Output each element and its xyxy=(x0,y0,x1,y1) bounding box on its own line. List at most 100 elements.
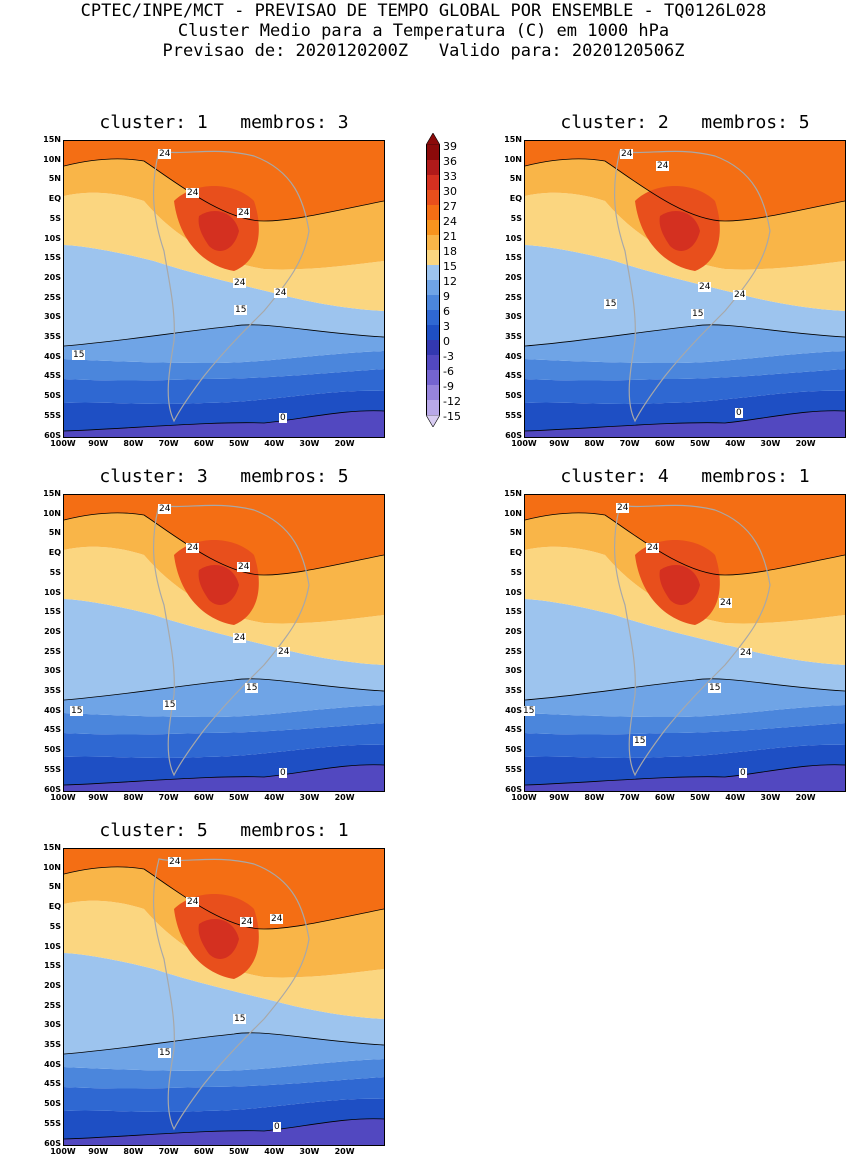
latitude-tick-label: 20S xyxy=(505,626,522,636)
contour-label: 24 xyxy=(186,897,200,907)
longitude-tick-label: 50W xyxy=(690,793,710,802)
panel-title-2: cluster: 2 membros: 5 xyxy=(560,112,810,133)
latitude-tick-label: 45S xyxy=(44,725,61,735)
temperature-band xyxy=(525,764,845,791)
latitude-tick-label: 15N xyxy=(43,135,61,144)
longitude-tick-label: 80W xyxy=(584,793,605,802)
longitude-tick-label: 60W xyxy=(654,793,675,802)
temperature-band xyxy=(525,390,845,431)
longitude-tick-label: 20W xyxy=(795,793,816,802)
contour-label: 24 xyxy=(237,208,251,218)
coastline xyxy=(152,504,310,777)
latitude-tick-label: 40S xyxy=(44,351,61,361)
longitude-tick-label: 80W xyxy=(123,1147,144,1156)
panel-title-3: cluster: 3 membros: 5 xyxy=(99,466,349,487)
longitude-tick-label: 40W xyxy=(264,439,285,448)
latitude-tick-label: 35S xyxy=(44,686,61,695)
temperature-map-2 xyxy=(524,140,846,438)
temperature-band xyxy=(64,245,384,346)
colorbar-level-label: 27 xyxy=(443,200,457,213)
longitude-tick-label: 20W xyxy=(334,793,355,802)
latitude-tick-label: 35S xyxy=(505,686,522,695)
colorbar-level-label: 33 xyxy=(443,170,457,183)
colorbar-segment xyxy=(426,175,440,190)
temperature-band xyxy=(198,211,239,251)
contour-label: 0 xyxy=(739,768,747,778)
latitude-tick-label: 25S xyxy=(44,646,61,656)
colorbar-level-label: -9 xyxy=(443,380,454,393)
contour-line xyxy=(525,764,845,786)
latitude-tick-label: 25S xyxy=(44,1000,61,1010)
contour-line xyxy=(525,512,845,576)
latitude-tick-label: 5S xyxy=(49,567,61,577)
longitude-tick-label: 100W xyxy=(511,439,537,448)
latitude-tick-label: 5N xyxy=(48,174,61,184)
temperature-band xyxy=(64,1077,384,1112)
latitude-tick-label: 30S xyxy=(44,1020,61,1030)
latitude-tick-label: 5S xyxy=(510,567,522,577)
latitude-tick-label: EQ xyxy=(509,194,522,204)
longitude-tick-label: 90W xyxy=(549,793,570,802)
contour-label: 24 xyxy=(240,917,254,927)
longitude-tick-label: 80W xyxy=(584,439,605,448)
coastline xyxy=(613,504,771,777)
latitude-tick-label: 50S xyxy=(44,745,61,755)
contour-label: 24 xyxy=(158,504,172,514)
latitude-tick-label: EQ xyxy=(48,902,61,912)
temperature-band xyxy=(64,390,384,431)
temperature-band xyxy=(64,900,384,1019)
colorbar-segment xyxy=(426,280,440,295)
contour-label: 15 xyxy=(604,299,618,309)
longitude-tick-label: 60W xyxy=(193,793,214,802)
latitude-tick-label: 5S xyxy=(510,213,522,223)
longitude-tick-label: 100W xyxy=(511,793,537,802)
colorbar-level-label: 12 xyxy=(443,275,457,288)
contour-label: 24 xyxy=(270,914,284,924)
longitude-tick-label: 40W xyxy=(264,793,285,802)
colorbar-segment xyxy=(426,220,440,235)
temperature-band xyxy=(525,546,845,665)
latitude-tick-label: 50S xyxy=(505,745,522,755)
temperature-band xyxy=(525,410,845,437)
header-line-3: Previsao de: 2020120200Z Valido para: 20… xyxy=(162,41,685,61)
colorbar-level-label: -15 xyxy=(443,410,461,423)
latitude-tick-label: 15N xyxy=(43,489,61,498)
colorbar-bottom-arrow xyxy=(426,415,440,427)
latitude-tick-label: 55S xyxy=(44,764,61,774)
temperature-band xyxy=(64,1118,384,1145)
colorbar-level-label: 18 xyxy=(443,245,457,258)
colorbar-segment xyxy=(426,250,440,265)
temperature-band xyxy=(64,369,384,404)
colorbar-level-label: 15 xyxy=(443,260,457,273)
contour-label: 24 xyxy=(698,282,712,292)
latitude-tick-label: 50S xyxy=(505,391,522,401)
contour-label: 24 xyxy=(616,503,630,513)
latitude-tick-label: 30S xyxy=(44,312,61,322)
latitude-tick-label: 25S xyxy=(44,292,61,302)
colorbar-level-label: 0 xyxy=(443,335,450,348)
latitude-tick-label: 10N xyxy=(43,508,61,518)
latitude-tick-label: EQ xyxy=(48,194,61,204)
colorbar-segment xyxy=(426,370,440,385)
contour-line xyxy=(64,1118,384,1140)
longitude-tick-label: 100W xyxy=(50,1147,76,1156)
latitude-tick-label: 15N xyxy=(504,135,522,144)
latitude-tick-label: 10S xyxy=(44,233,61,243)
contour-label: 24 xyxy=(168,857,182,867)
contour-label: 24 xyxy=(620,149,634,159)
latitude-tick-label: 5N xyxy=(48,528,61,538)
latitude-tick-label: 35S xyxy=(44,332,61,341)
latitude-tick-label: 30S xyxy=(505,312,522,322)
temperature-band xyxy=(64,705,384,735)
latitude-tick-label: 20S xyxy=(44,626,61,636)
colorbar-segment xyxy=(426,340,440,355)
longitude-tick-label: 70W xyxy=(158,793,179,802)
colorbar-level-label: 21 xyxy=(443,230,457,243)
contour-line xyxy=(64,512,384,576)
colorbar-segment xyxy=(426,385,440,400)
contour-label: 15 xyxy=(691,309,705,319)
contour-label: 0 xyxy=(735,408,743,418)
contour-line xyxy=(64,866,384,930)
contour-label: 15 xyxy=(708,683,722,693)
latitude-tick-label: 5S xyxy=(49,921,61,931)
